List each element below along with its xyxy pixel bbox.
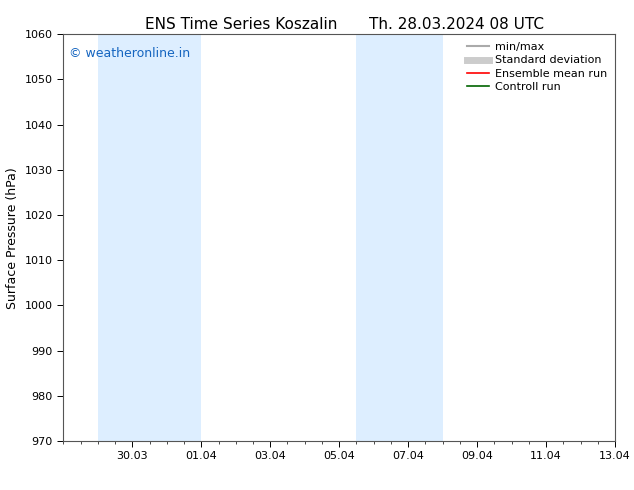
Legend: min/max, Standard deviation, Ensemble mean run, Controll run: min/max, Standard deviation, Ensemble me…	[463, 38, 612, 97]
Text: ENS Time Series Koszalin: ENS Time Series Koszalin	[145, 17, 337, 32]
Bar	[356, 34, 443, 441]
Text: © weatheronline.in: © weatheronline.in	[69, 47, 190, 59]
Bar	[98, 34, 202, 441]
Y-axis label: Surface Pressure (hPa): Surface Pressure (hPa)	[6, 167, 19, 309]
Text: Th. 28.03.2024 08 UTC: Th. 28.03.2024 08 UTC	[369, 17, 544, 32]
